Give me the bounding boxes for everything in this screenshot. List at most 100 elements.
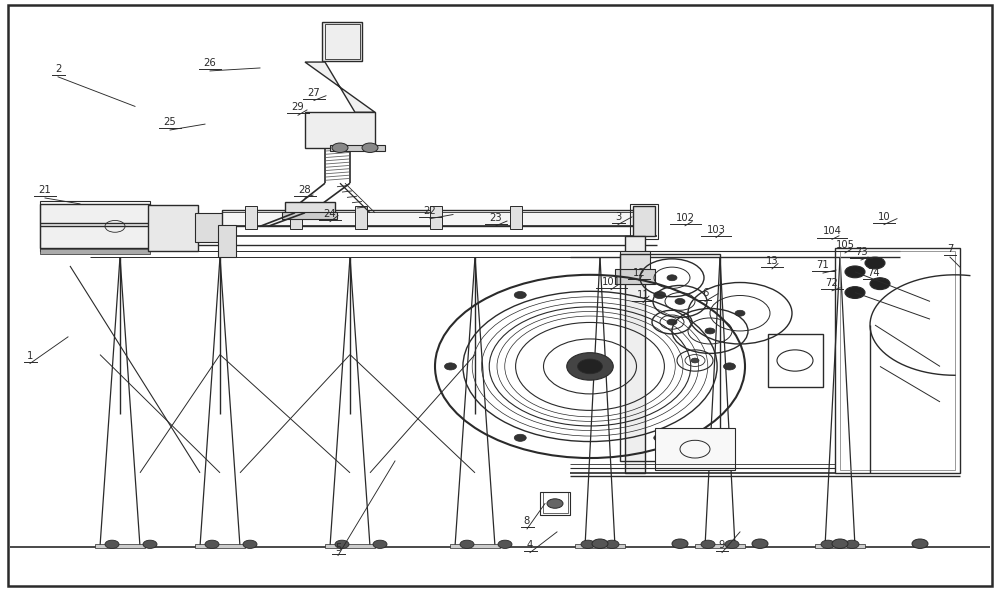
Circle shape bbox=[243, 540, 257, 548]
Bar bbox=[290, 206, 302, 229]
Circle shape bbox=[567, 353, 613, 380]
Circle shape bbox=[205, 540, 219, 548]
Bar bbox=[95, 544, 145, 548]
Circle shape bbox=[514, 434, 526, 441]
Bar bbox=[285, 202, 335, 213]
Text: 27: 27 bbox=[308, 87, 320, 98]
Bar bbox=[575, 544, 625, 548]
Bar bbox=[620, 254, 720, 461]
Circle shape bbox=[865, 257, 885, 269]
Bar bbox=[222, 212, 637, 225]
Circle shape bbox=[752, 539, 768, 548]
Text: 101: 101 bbox=[602, 277, 620, 287]
Text: 8: 8 bbox=[524, 516, 530, 526]
Bar bbox=[245, 206, 257, 229]
Circle shape bbox=[821, 540, 835, 548]
Circle shape bbox=[701, 540, 715, 548]
Circle shape bbox=[667, 275, 677, 281]
Circle shape bbox=[654, 291, 666, 298]
Bar bbox=[835, 248, 960, 473]
Circle shape bbox=[605, 540, 619, 548]
Text: 72: 72 bbox=[826, 278, 838, 288]
Text: 13: 13 bbox=[766, 256, 778, 266]
Text: 2: 2 bbox=[55, 64, 61, 74]
Bar bbox=[450, 544, 500, 548]
Circle shape bbox=[654, 434, 666, 441]
Bar bbox=[325, 24, 360, 59]
Text: 5: 5 bbox=[335, 543, 341, 553]
Circle shape bbox=[581, 540, 595, 548]
Bar bbox=[330, 145, 385, 151]
Text: 25: 25 bbox=[164, 117, 176, 127]
Text: 102: 102 bbox=[676, 213, 694, 223]
Circle shape bbox=[332, 143, 348, 152]
Bar bbox=[222, 210, 637, 226]
Bar bbox=[325, 544, 375, 548]
Bar bbox=[768, 334, 823, 387]
Circle shape bbox=[143, 540, 157, 548]
Circle shape bbox=[498, 540, 512, 548]
Text: 3: 3 bbox=[615, 212, 621, 222]
Text: 4: 4 bbox=[527, 540, 533, 550]
Text: 23: 23 bbox=[490, 213, 502, 223]
Bar bbox=[282, 212, 337, 219]
Text: 11: 11 bbox=[637, 290, 649, 300]
Bar bbox=[840, 251, 955, 470]
Circle shape bbox=[547, 499, 563, 508]
Circle shape bbox=[832, 539, 848, 548]
Bar bbox=[355, 206, 367, 229]
Bar bbox=[322, 22, 362, 61]
Circle shape bbox=[460, 540, 474, 548]
Text: 21: 21 bbox=[39, 185, 51, 195]
Bar bbox=[40, 249, 150, 254]
Text: 9: 9 bbox=[719, 540, 725, 550]
Circle shape bbox=[705, 328, 715, 334]
Text: 28: 28 bbox=[299, 185, 311, 195]
Text: 12: 12 bbox=[633, 268, 645, 278]
Text: 103: 103 bbox=[707, 225, 725, 235]
Text: 24: 24 bbox=[324, 209, 336, 219]
Text: 73: 73 bbox=[855, 247, 867, 257]
Bar bbox=[40, 201, 150, 251]
Bar bbox=[615, 269, 655, 284]
Polygon shape bbox=[305, 62, 375, 112]
Circle shape bbox=[444, 363, 456, 370]
Bar bbox=[195, 544, 245, 548]
Circle shape bbox=[675, 298, 685, 304]
Bar bbox=[543, 492, 568, 513]
Bar bbox=[40, 204, 150, 248]
Bar bbox=[305, 112, 375, 148]
Circle shape bbox=[691, 358, 699, 363]
Circle shape bbox=[362, 143, 378, 152]
Text: 29: 29 bbox=[292, 102, 304, 112]
Circle shape bbox=[912, 539, 928, 548]
Bar bbox=[510, 206, 522, 229]
Bar bbox=[655, 428, 735, 470]
Circle shape bbox=[105, 540, 119, 548]
Bar bbox=[633, 206, 655, 236]
Circle shape bbox=[870, 278, 890, 290]
Circle shape bbox=[373, 540, 387, 548]
Bar bbox=[815, 544, 865, 548]
Circle shape bbox=[592, 539, 608, 548]
Circle shape bbox=[667, 319, 677, 325]
Bar bbox=[430, 206, 442, 229]
Text: 7: 7 bbox=[947, 244, 953, 254]
Circle shape bbox=[845, 287, 865, 298]
Circle shape bbox=[845, 266, 865, 278]
Text: 104: 104 bbox=[823, 226, 841, 236]
Text: 10: 10 bbox=[878, 212, 890, 222]
Circle shape bbox=[725, 540, 739, 548]
Text: 105: 105 bbox=[836, 240, 854, 250]
Bar bbox=[540, 492, 570, 515]
Bar bbox=[625, 236, 645, 473]
Text: 71: 71 bbox=[817, 260, 829, 270]
Bar bbox=[630, 204, 658, 239]
Text: 74: 74 bbox=[868, 268, 880, 278]
Circle shape bbox=[724, 363, 736, 370]
Text: 1: 1 bbox=[27, 350, 33, 361]
Circle shape bbox=[578, 359, 602, 374]
Bar bbox=[620, 251, 650, 284]
Circle shape bbox=[335, 540, 349, 548]
Bar bbox=[218, 225, 236, 257]
